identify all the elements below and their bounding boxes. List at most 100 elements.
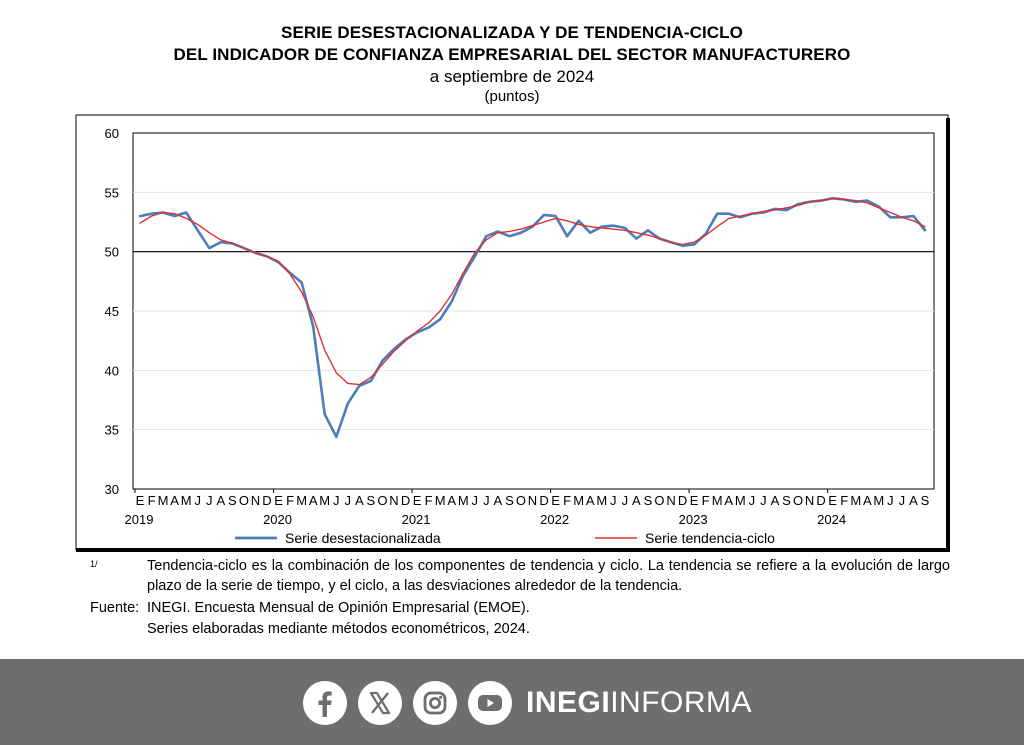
y-tick-label: 50 xyxy=(105,245,119,260)
footnote-text: Tendencia-ciclo es la combinación de los… xyxy=(147,558,950,594)
x-tick-label: J xyxy=(622,493,629,508)
footer-bar: INEGIINFORMA xyxy=(0,659,1024,745)
x-tick-label: A xyxy=(863,493,872,508)
chart-title-line2: DEL INDICADOR DE CONFIANZA EMPRESARIAL D… xyxy=(173,45,851,64)
x-tick-label: S xyxy=(644,493,653,508)
x-tick-label: J xyxy=(610,493,617,508)
x-tick-label: F xyxy=(840,493,848,508)
legend-label: Serie desestacionalizada xyxy=(285,530,441,546)
chart-frame-shadow-bottom xyxy=(76,548,949,552)
x-tick-label: A xyxy=(170,493,179,508)
x-tick-label: F xyxy=(425,493,433,508)
x-tick-label: D xyxy=(539,493,548,508)
y-tick-label: 45 xyxy=(105,304,119,319)
footnote-mark: 1/ xyxy=(90,559,98,569)
year-label: 2019 xyxy=(125,512,154,527)
y-tick-label: 40 xyxy=(105,363,119,378)
x-tick-label: F xyxy=(563,493,571,508)
x-tick-label: O xyxy=(654,493,664,508)
x-tick-label: A xyxy=(355,493,364,508)
chart-subtitle: a septiembre de 2024 xyxy=(429,67,595,86)
x-tick-label: O xyxy=(516,493,526,508)
x-tick-label: A xyxy=(771,493,780,508)
brand-bold: INEGI xyxy=(526,686,611,719)
x-tick-label: F xyxy=(148,493,156,508)
x-tick-label: J xyxy=(345,493,352,508)
y-tick-label: 60 xyxy=(105,126,119,141)
x-tick-label: M xyxy=(296,493,307,508)
chart-frame-shadow-right xyxy=(946,118,950,552)
x-tick-label: F xyxy=(286,493,294,508)
x-tick-label: J xyxy=(483,493,490,508)
x-tick-label: O xyxy=(377,493,387,508)
x-tick-label: A xyxy=(586,493,595,508)
x-tick-label: A xyxy=(909,493,918,508)
y-tick-label: 35 xyxy=(105,423,119,438)
x-tick-label: F xyxy=(702,493,710,508)
x-tick-label: D xyxy=(678,493,687,508)
chart-frame xyxy=(75,114,949,551)
x-tick-label: S xyxy=(367,493,376,508)
year-label: 2024 xyxy=(817,512,846,527)
chart-titles: SERIE DESESTACIONALIZADA Y DE TENDENCIA-… xyxy=(0,22,1024,106)
y-tick-label: 30 xyxy=(105,482,119,497)
x-tick-label: M xyxy=(712,493,723,508)
x-tick-label: D xyxy=(816,493,825,508)
x-tick-label: J xyxy=(887,493,894,508)
x-tick-label: A xyxy=(447,493,456,508)
x-tick-label: J xyxy=(333,493,340,508)
x-tick-label: M xyxy=(158,493,169,508)
x-tick-label: S xyxy=(782,493,791,508)
x-tick-label: A xyxy=(216,493,225,508)
legend-label: Serie tendencia-ciclo xyxy=(645,530,775,546)
y-tick-label: 55 xyxy=(105,185,119,200)
year-label: 2021 xyxy=(402,512,431,527)
x-tick-label: A xyxy=(494,493,503,508)
x-tick-label: E xyxy=(413,493,422,508)
x-tick-label: E xyxy=(828,493,837,508)
x-tick-label: J xyxy=(472,493,479,508)
x-tick-label: E xyxy=(690,493,699,508)
x-tick-label: N xyxy=(805,493,814,508)
source-text: INEGI. Encuesta Mensual de Opinión Empre… xyxy=(147,600,530,616)
x-tick-label: A xyxy=(632,493,641,508)
youtube-icon[interactable] xyxy=(468,681,512,725)
x-tick-label: J xyxy=(194,493,201,508)
instagram-icon[interactable] xyxy=(413,681,457,725)
x-tick-label: M xyxy=(435,493,446,508)
x-tick-label: M xyxy=(596,493,607,508)
x-tick-label: D xyxy=(262,493,271,508)
series-line-tendencia-ciclo xyxy=(139,197,926,386)
brand-thin: INFORMA xyxy=(610,686,753,719)
x-tick-label: A xyxy=(724,493,733,508)
year-label: 2022 xyxy=(540,512,569,527)
x-tick-label: O xyxy=(793,493,803,508)
x-tick-label: N xyxy=(389,493,398,508)
x-tick-label: M xyxy=(458,493,469,508)
facebook-icon[interactable] xyxy=(303,681,347,725)
x-tick-label: N xyxy=(251,493,260,508)
x-tick-label: M xyxy=(735,493,746,508)
x-tick-label: J xyxy=(206,493,213,508)
x-tick-label: J xyxy=(899,493,906,508)
year-label: 2023 xyxy=(679,512,708,527)
x-tick-label: M xyxy=(181,493,192,508)
source-text-2: Series elaboradas mediante métodos econo… xyxy=(147,621,530,637)
x-tick-label: J xyxy=(760,493,767,508)
source-label: Fuente: xyxy=(90,600,140,616)
chart-title-line1: SERIE DESESTACIONALIZADA Y DE TENDENCIA-… xyxy=(281,23,743,42)
x-tick-label: M xyxy=(319,493,330,508)
x-tick-label: M xyxy=(573,493,584,508)
x-tick-label: S xyxy=(921,493,930,508)
x-tick-label: A xyxy=(309,493,318,508)
x-tick-label: E xyxy=(551,493,560,508)
x-icon[interactable] xyxy=(358,681,402,725)
x-tick-label: S xyxy=(505,493,514,508)
x-tick-label: D xyxy=(401,493,410,508)
x-tick-label: E xyxy=(274,493,283,508)
x-tick-label: M xyxy=(873,493,884,508)
year-label: 2020 xyxy=(263,512,292,527)
x-tick-label: M xyxy=(850,493,861,508)
x-tick-label: O xyxy=(239,493,249,508)
